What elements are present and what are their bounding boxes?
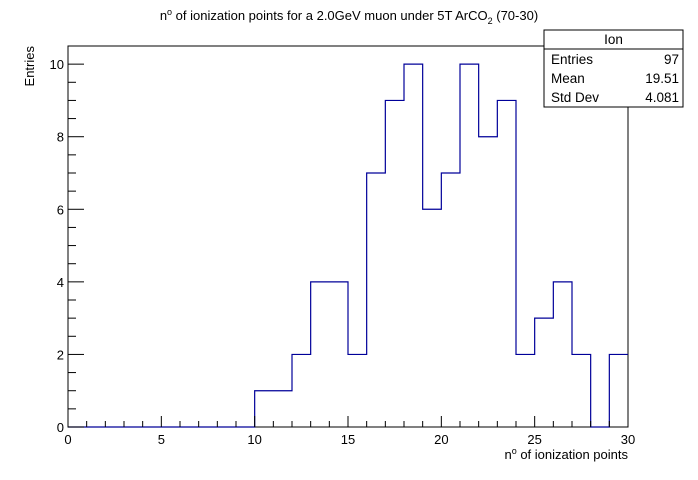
stats-entries-label: Entries bbox=[551, 52, 593, 67]
histogram-series-line bbox=[68, 63, 628, 428]
y-axis-tick-labels: 0 2 4 6 8 10 bbox=[50, 57, 64, 435]
x-tick-label: 30 bbox=[621, 432, 635, 447]
stats-box: Ion Entries 97 Mean 19.51 Std Dev 4.081 bbox=[543, 29, 684, 108]
y-tick-label: 8 bbox=[57, 130, 64, 145]
x-tick-label: 15 bbox=[341, 432, 355, 447]
x-axis-ticks bbox=[67, 416, 629, 427]
y-tick-label: 6 bbox=[57, 202, 64, 217]
y-tick-label: 0 bbox=[57, 420, 64, 435]
y-tick-label: 2 bbox=[57, 347, 64, 362]
stats-entries-value: 97 bbox=[664, 52, 679, 67]
x-tick-label: 5 bbox=[158, 432, 165, 447]
y-axis-title: Entries bbox=[22, 46, 37, 87]
y-axis-ticks bbox=[68, 45, 84, 428]
stats-mean-label: Mean bbox=[551, 71, 585, 86]
stats-box-title: Ion bbox=[604, 32, 623, 47]
x-axis-tick-labels: 0 5 10 15 20 25 30 bbox=[64, 432, 635, 447]
stats-stddev-value: 4.081 bbox=[645, 90, 679, 105]
chart-title: no of ionization points for a 2.0GeV muo… bbox=[160, 7, 538, 26]
x-tick-label: 20 bbox=[434, 432, 448, 447]
x-tick-label: 25 bbox=[527, 432, 541, 447]
stats-mean-value: 19.51 bbox=[645, 71, 679, 86]
x-tick-label: 0 bbox=[64, 432, 71, 447]
stats-box-frame bbox=[543, 29, 684, 108]
y-tick-label: 4 bbox=[57, 275, 64, 290]
x-axis-title: no of ionization points bbox=[504, 446, 628, 462]
stats-stddev-label: Std Dev bbox=[551, 90, 599, 105]
x-tick-label: 10 bbox=[247, 432, 261, 447]
y-tick-label: 10 bbox=[50, 57, 64, 72]
